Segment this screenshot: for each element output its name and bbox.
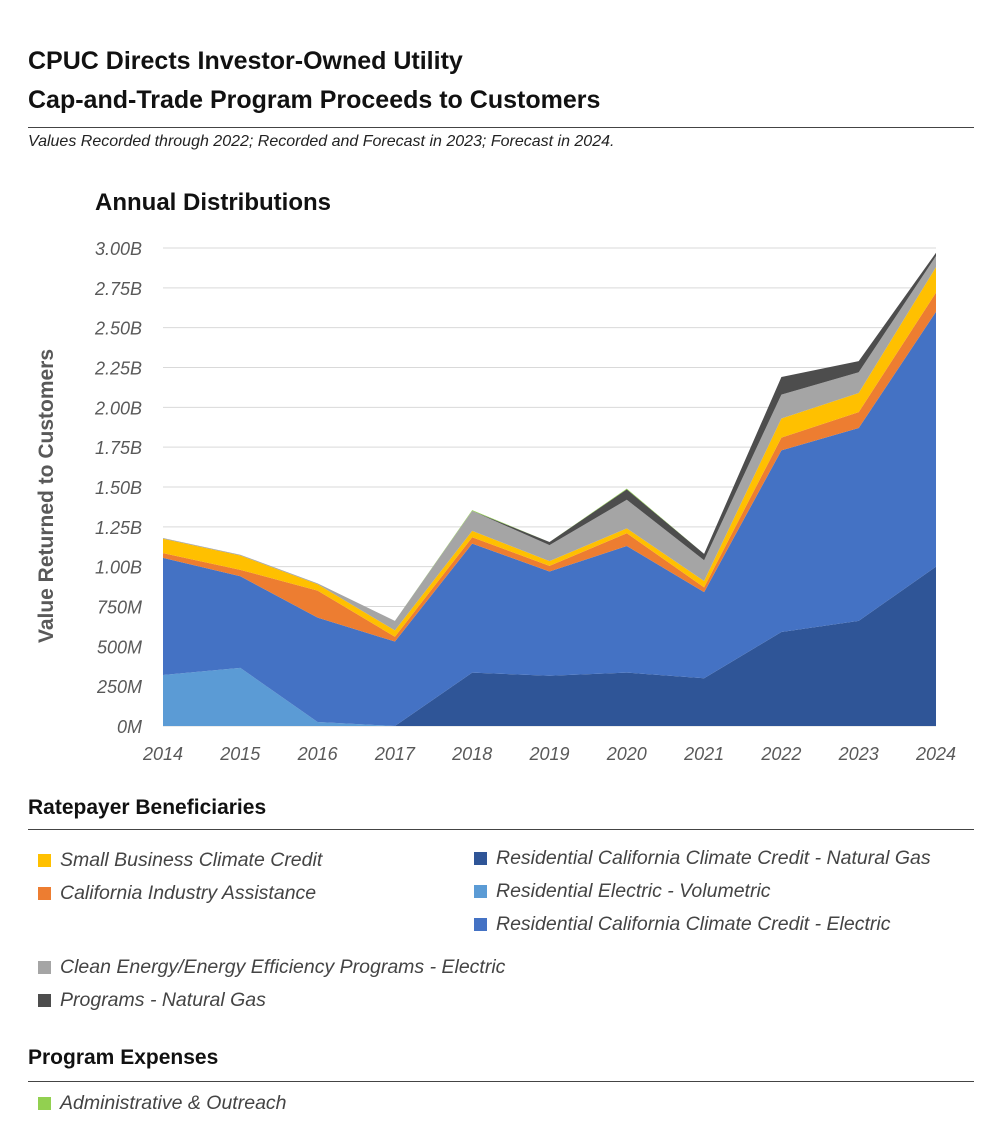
legend-swatch bbox=[474, 852, 487, 865]
chart-title: Annual Distributions bbox=[95, 189, 331, 216]
legend-swatch bbox=[38, 961, 51, 974]
y-tick-label: 2.50B bbox=[94, 319, 142, 339]
y-tick-label: 500M bbox=[97, 637, 142, 657]
area-series bbox=[163, 252, 936, 726]
x-tick-label: 2014 bbox=[142, 744, 183, 764]
y-tick-label: 1.25B bbox=[95, 518, 142, 538]
x-tick-label: 2018 bbox=[451, 744, 492, 764]
legend-label: Programs - Natural Gas bbox=[60, 989, 266, 1011]
y-tick-label: 0M bbox=[117, 717, 142, 737]
y-tick-label: 1.00B bbox=[95, 558, 142, 578]
y-tick-label: 3.00B bbox=[95, 239, 142, 259]
legend-heading-ratepayer: Ratepayer Beneficiaries bbox=[28, 796, 267, 819]
x-tick-label: 2023 bbox=[838, 744, 879, 764]
area-small-business-climate-credit bbox=[163, 267, 936, 637]
y-tick-label: 1.75B bbox=[95, 438, 142, 458]
title-divider bbox=[28, 127, 974, 128]
legend-swatch bbox=[38, 1097, 51, 1110]
x-tick-label: 2024 bbox=[915, 744, 956, 764]
page-subtitle: Values Recorded through 2022; Recorded a… bbox=[28, 133, 615, 150]
legend-item-residential-volumetric: Residential Electric - Volumetric bbox=[474, 880, 771, 903]
legend-swatch bbox=[474, 918, 487, 931]
legend-label: Residential California Climate Credit - … bbox=[496, 913, 891, 935]
x-tick-label: 2020 bbox=[606, 744, 647, 764]
legend-swatch bbox=[38, 994, 51, 1007]
legend-swatch bbox=[38, 887, 51, 900]
title-line-2: Cap-and-Trade Program Proceeds to Custom… bbox=[28, 86, 601, 114]
area-residential-california-climate-credit-electric bbox=[163, 311, 936, 726]
legend-swatch bbox=[38, 854, 51, 867]
ratepayer-divider bbox=[28, 829, 974, 830]
y-tick-label: 2.25B bbox=[94, 359, 142, 379]
page-title: CPUC Directs Investor-Owned Utility Cap-… bbox=[28, 42, 600, 120]
x-tick-label: 2017 bbox=[374, 744, 416, 764]
area-chart: Annual Distributions Value Returned to C… bbox=[35, 189, 956, 764]
legend-item-small-business: Small Business Climate Credit bbox=[38, 849, 322, 872]
legend-item-industry-assistance: California Industry Assistance bbox=[38, 882, 316, 905]
legend-label: California Industry Assistance bbox=[60, 882, 317, 904]
legend-item-programs-gas: Programs - Natural Gas bbox=[38, 989, 266, 1012]
y-tick-label: 250M bbox=[96, 677, 142, 697]
legend-swatch bbox=[474, 885, 487, 898]
y-tick-label: 750M bbox=[97, 598, 142, 618]
title-line-1: CPUC Directs Investor-Owned Utility bbox=[28, 47, 463, 75]
y-tick-label: 2.75B bbox=[94, 279, 142, 299]
x-tick-label: 2021 bbox=[683, 744, 724, 764]
legend-label: Residential California Climate Credit - … bbox=[496, 847, 931, 869]
legend-label: Small Business Climate Credit bbox=[60, 849, 323, 871]
x-tick-label: 2022 bbox=[760, 744, 801, 764]
x-tick-label: 2019 bbox=[528, 744, 569, 764]
y-axis-label: Value Returned to Customers bbox=[35, 349, 58, 643]
y-tick-label: 2.00B bbox=[94, 398, 142, 418]
x-axis-ticks: 2014 2015 2016 2017 2018 2019 2020 2021 2022 2023… bbox=[142, 744, 956, 764]
legend-label: Residential Electric - Volumetric bbox=[496, 880, 771, 902]
x-tick-label: 2015 bbox=[219, 744, 261, 764]
legend-item-admin-outreach: Administrative & Outreach bbox=[38, 1092, 287, 1115]
legend-item-clean-energy-electric: Clean Energy/Energy Efficiency Programs … bbox=[38, 956, 505, 979]
y-tick-label: 1.50B bbox=[95, 478, 142, 498]
expenses-divider bbox=[28, 1081, 974, 1082]
legend-item-residential-electric: Residential California Climate Credit - … bbox=[474, 913, 890, 936]
legend-item-residential-gas: Residential California Climate Credit - … bbox=[474, 847, 931, 870]
x-tick-label: 2016 bbox=[297, 744, 339, 764]
area-residential-california-climate-credit-natural-gas bbox=[163, 566, 936, 726]
y-axis-ticks: 0M 250M 500M 750M 1.00B 1.25B 1.50B 1.75B 2.00B 2… bbox=[94, 239, 142, 737]
area-residential-electric-volumetric bbox=[163, 566, 936, 726]
legend-label: Administrative & Outreach bbox=[60, 1092, 287, 1114]
legend-heading-expenses: Program Expenses bbox=[28, 1046, 219, 1069]
area-clean-energy-energy-efficiency-programs-electric bbox=[163, 255, 936, 631]
legend-label: Clean Energy/Energy Efficiency Programs … bbox=[60, 956, 506, 978]
